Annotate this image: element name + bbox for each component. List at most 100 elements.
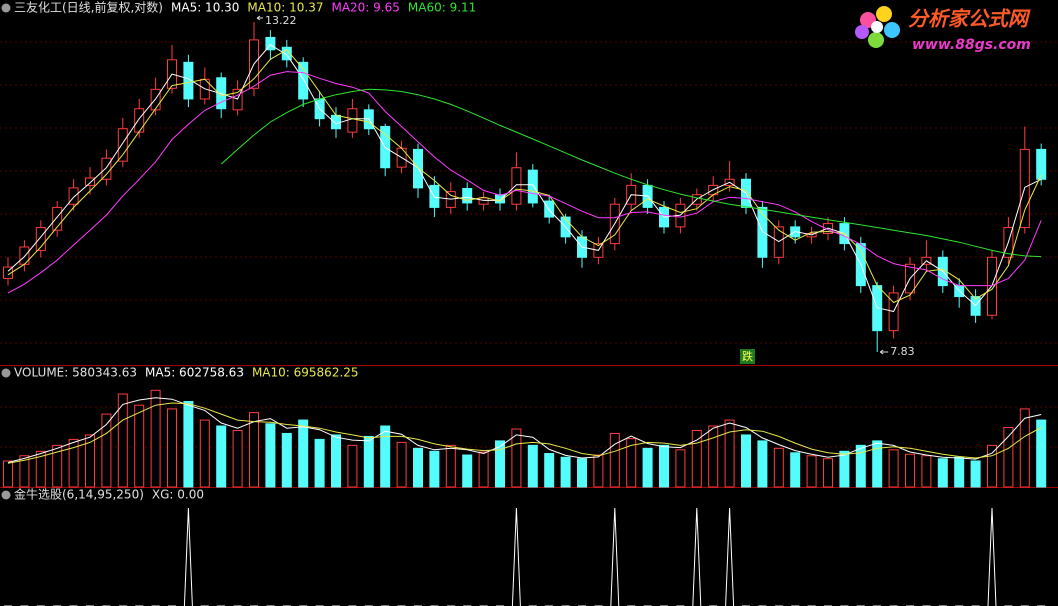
volume-bar — [970, 460, 981, 488]
volume-bar — [839, 450, 850, 488]
volume-bar — [429, 450, 440, 488]
volume-bar — [413, 447, 423, 488]
candle-body — [527, 169, 538, 204]
candle-body — [134, 108, 145, 133]
candle-body — [331, 114, 341, 130]
volume-bar — [199, 419, 210, 488]
signal-badge — [740, 349, 755, 364]
volume-bar — [511, 428, 522, 488]
header-text: XG: 0.00 — [152, 488, 204, 502]
volume-bar — [855, 444, 866, 488]
candle-body — [68, 187, 79, 205]
volume-bar — [380, 425, 391, 488]
volume-bar — [593, 454, 604, 488]
volume-bar — [872, 440, 883, 488]
arrow — [879, 349, 889, 355]
volume-bar — [298, 419, 309, 488]
volume-bar — [478, 451, 489, 488]
low-label: 7.83 — [890, 345, 915, 358]
ma-line — [7, 49, 1042, 304]
volume-bar — [708, 425, 719, 488]
volume-bar — [626, 438, 637, 488]
candle-body — [462, 187, 473, 204]
signal-spike — [511, 507, 521, 606]
candle-body — [1036, 148, 1047, 180]
volume-bar — [265, 423, 276, 488]
candle-body — [478, 197, 489, 205]
logo: 分析家公式网 www.88gs.com — [855, 6, 1031, 53]
volume-bar — [773, 447, 784, 488]
volume-bar — [806, 455, 817, 488]
candle-body — [495, 194, 505, 204]
volume-bar — [314, 438, 325, 488]
volume-bar — [331, 434, 341, 488]
candle-body — [757, 206, 768, 258]
candle-body — [281, 46, 292, 61]
header-text: MA10: 10.37 — [247, 1, 323, 15]
candle-body — [183, 61, 194, 100]
volume-bar — [724, 419, 735, 488]
signal-spike — [987, 507, 997, 606]
volume-bar — [741, 434, 751, 488]
volume-bar — [790, 452, 801, 488]
volume-bar — [19, 455, 30, 488]
volume-bar — [757, 440, 768, 488]
candle-body — [347, 108, 358, 133]
volume-bar — [987, 444, 997, 488]
header-text: MA5: 602758.63 — [145, 366, 244, 380]
volume-bar — [216, 425, 227, 488]
ma-line — [7, 402, 1042, 464]
volume-bar — [134, 404, 145, 488]
ma-line — [7, 397, 1042, 463]
candle-body — [265, 36, 276, 51]
volume-bar — [527, 444, 538, 488]
volume-bar — [675, 449, 686, 488]
volume-bar — [462, 454, 473, 488]
volume-bar — [117, 393, 128, 488]
volume-bar — [445, 444, 456, 488]
volume-bar — [347, 444, 358, 488]
volume-bar — [642, 447, 653, 488]
high-label: 13.22 — [265, 14, 297, 27]
candle-body — [544, 200, 555, 218]
signal-label: 跌 — [742, 349, 753, 363]
logo-petal — [884, 22, 900, 38]
header-icon — [1, 368, 11, 378]
volume-bar — [954, 456, 965, 488]
ma-line — [7, 44, 1042, 313]
volume-bar — [921, 455, 932, 488]
volume-bar — [1003, 427, 1014, 488]
candle-body — [511, 167, 522, 205]
candle-body — [101, 157, 112, 180]
volume-bar — [544, 453, 555, 488]
logo-title: 分析家公式网 — [908, 7, 1031, 31]
volume-bar — [232, 429, 243, 488]
volume-bar — [3, 460, 13, 488]
header-text: MA5: 10.30 — [171, 1, 239, 15]
volume-bar — [659, 444, 669, 488]
signal-spike — [610, 507, 620, 606]
volume-bar — [85, 434, 95, 488]
logo-petal — [855, 25, 869, 39]
volume-bar — [823, 458, 833, 488]
candle-body — [52, 206, 63, 231]
volume-bar — [396, 441, 407, 488]
volume-bar — [363, 435, 374, 488]
candle-body — [117, 128, 128, 162]
volume-bar — [560, 456, 571, 488]
candle-body — [35, 227, 46, 251]
candle-body — [298, 61, 309, 100]
logo-petal — [868, 32, 884, 48]
signal-spike — [183, 507, 193, 606]
volume-bar — [609, 432, 620, 488]
volume-bar — [281, 432, 292, 488]
volume-bar — [577, 458, 587, 488]
header-text: 三友化工(日线,前复权,对数) — [14, 0, 163, 15]
volume-bar — [495, 440, 505, 488]
volume-bar — [150, 389, 161, 488]
volume-bar — [167, 408, 177, 488]
logo-url: www.88gs.com — [912, 37, 1031, 53]
volume-bar — [888, 449, 899, 488]
signal-spike — [725, 507, 735, 606]
